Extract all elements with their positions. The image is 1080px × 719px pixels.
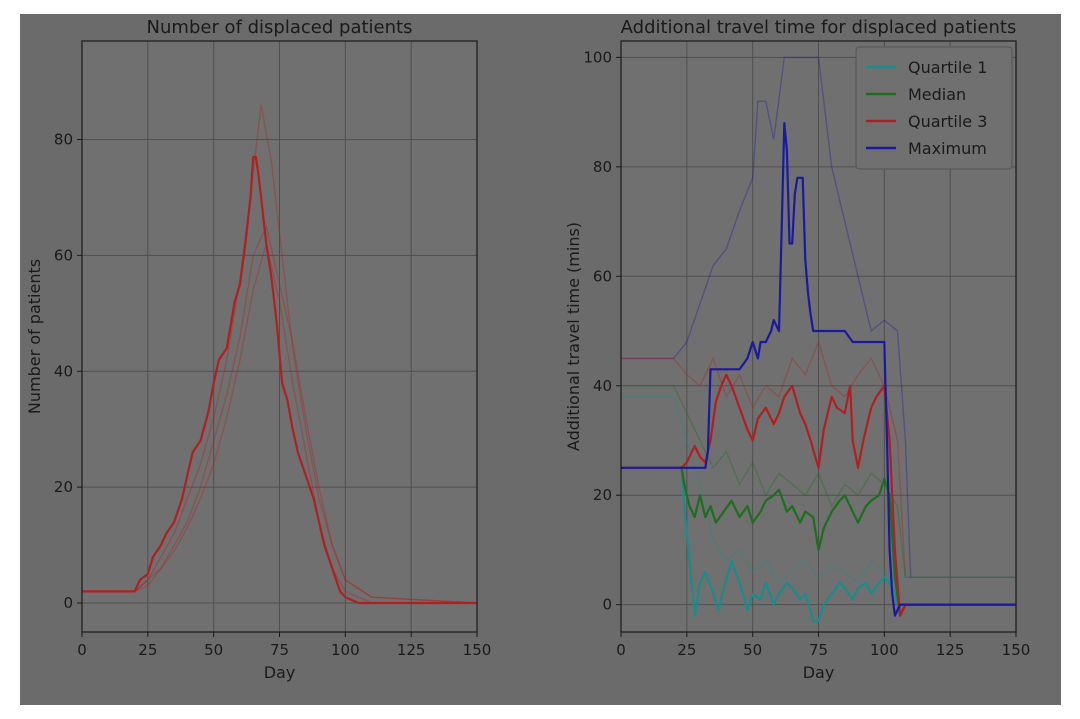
y-tick-label: 80 — [54, 131, 73, 149]
x-axis-label: Day — [264, 663, 296, 682]
y-tick-label: 100 — [583, 48, 612, 66]
y-tick-label: 80 — [593, 158, 612, 176]
series-line — [621, 466, 1016, 617]
x-tick-label: 125 — [936, 641, 965, 659]
series-line — [82, 155, 477, 605]
background-series-line — [621, 385, 1016, 578]
x-tick-label: 50 — [743, 641, 762, 659]
y-tick-label: 60 — [593, 267, 612, 285]
x-tick-label: 75 — [809, 641, 828, 659]
background-series-line — [621, 396, 1016, 584]
y-tick-label: 40 — [54, 362, 73, 380]
y-tick-label: 40 — [593, 377, 612, 395]
y-axis-label: Number of patients — [25, 259, 44, 414]
x-tick-label: 150 — [463, 641, 492, 659]
figure: 0 25 50 75 100 125 150 0 20 40 60 80 Number of displ… — [20, 14, 1061, 705]
x-tick-label: 150 — [1002, 641, 1031, 659]
x-tick-label: 0 — [77, 641, 87, 659]
y-tick-label: 0 — [63, 594, 73, 612]
y-tick-label: 60 — [54, 246, 73, 264]
chart-title: Number of displaced patients — [147, 17, 413, 38]
chart-title: Additional travel time for displaced pat… — [621, 17, 1017, 38]
y-tick-label: 0 — [602, 596, 612, 614]
x-tick-label: 25 — [138, 641, 157, 659]
chart-1: 0 25 50 75 100 125 150 0 20 40 60 80 Number of displ… — [25, 17, 491, 682]
legend-label: Median — [908, 85, 966, 104]
x-axis-label: Day — [803, 663, 835, 682]
legend-label: Maximum — [908, 139, 987, 158]
x-tick-label: 125 — [397, 641, 426, 659]
series-group — [82, 104, 477, 605]
series-group — [621, 56, 1016, 623]
legend-box — [855, 46, 1013, 170]
series-line — [621, 466, 1016, 623]
legend-label: Quartile 1 — [908, 58, 987, 77]
y-tick-label: 20 — [593, 486, 612, 504]
x-tick-label: 100 — [870, 641, 899, 659]
background-series-line — [621, 339, 1016, 578]
series-line — [621, 373, 1016, 617]
x-tick-label: 75 — [270, 641, 289, 659]
x-tick-label: 0 — [616, 641, 626, 659]
legend: Quartile 1 Median Quartile 3 Maximum — [855, 46, 1013, 170]
series-line — [621, 121, 1016, 617]
x-tick-label: 100 — [331, 641, 360, 659]
chart-canvas: 0 25 50 75 100 125 150 0 20 40 60 80 Number of displ… — [25, 17, 1030, 682]
y-tick-label: 20 — [54, 478, 73, 496]
x-tick-label: 25 — [677, 641, 696, 659]
y-axis-label: Additional travel time (mins) — [564, 222, 583, 451]
background-series-line — [82, 224, 477, 604]
legend-label: Quartile 3 — [908, 112, 987, 131]
x-tick-label: 50 — [204, 641, 223, 659]
background-series-line — [621, 56, 1016, 578]
chart-2: 0 25 50 75 100 125 150 0 20 40 60 80 100 Additional t… — [564, 17, 1030, 682]
